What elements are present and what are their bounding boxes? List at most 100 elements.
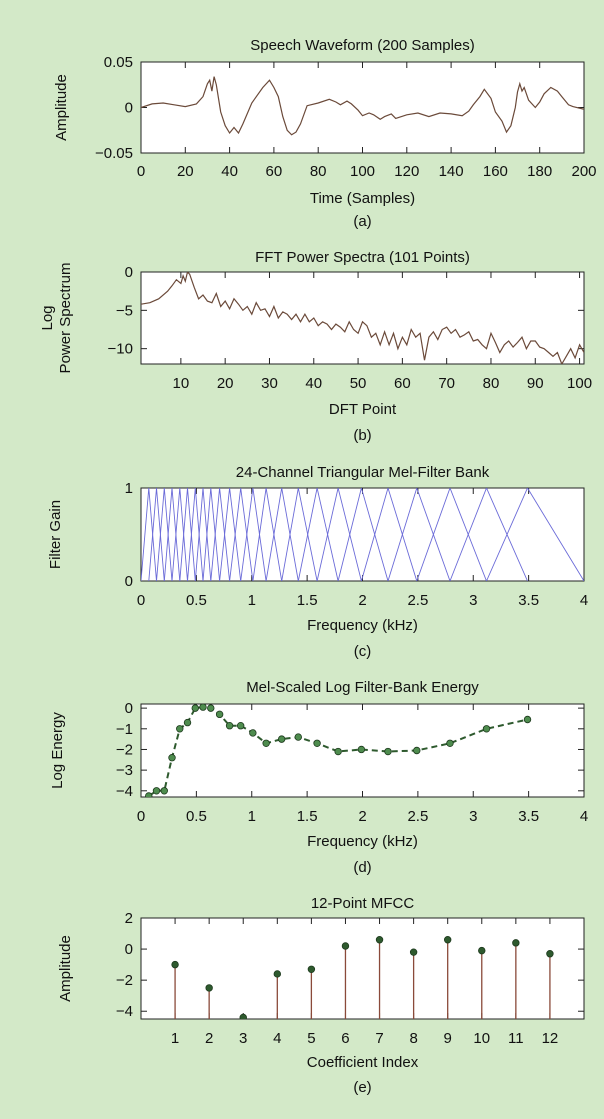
y-axis-label: Log Energy [49, 712, 66, 789]
mel-filter-triangle [229, 488, 254, 581]
energy-marker [249, 729, 257, 737]
x-tick-label: 2 [358, 592, 366, 609]
mel-filter-triangle [486, 488, 584, 581]
mel-filter-triangle [202, 488, 221, 581]
mel-filter-triangle [171, 488, 188, 581]
x-tick-label: 40 [221, 163, 238, 180]
mel-filter-triangle [156, 488, 173, 581]
plot-content [171, 936, 554, 1019]
energy-marker [168, 754, 176, 762]
energy-marker [199, 704, 207, 711]
mel-filter-triangle [163, 488, 181, 581]
x-tick-label: 1.5 [297, 592, 318, 609]
x-tick-label: 3 [239, 1030, 247, 1047]
mel-filter-triangle [297, 488, 339, 581]
chart-title: Mel-Scaled Log Filter-Bank Energy [246, 679, 479, 696]
panel-caption: (e) [353, 1079, 371, 1096]
spectrum-line [141, 272, 584, 364]
y-tick-label: 1 [125, 480, 133, 497]
y-axis-label: Amplitude [57, 935, 74, 1002]
energy-marker [334, 747, 342, 756]
x-tick-label: 3.5 [518, 808, 539, 825]
x-tick-label: 160 [483, 163, 508, 180]
energy-marker [176, 725, 184, 733]
y-tick-label: −2 [116, 972, 133, 989]
mel-filter-triangle [449, 488, 528, 581]
x-axis-label: Time (Samples) [310, 190, 415, 207]
mel-filter-triangle [194, 488, 212, 581]
energy-marker [446, 739, 454, 747]
x-tick-label: 50 [350, 375, 367, 392]
x-tick-label: 9 [444, 1030, 452, 1047]
energy-marker [145, 792, 153, 797]
mel-filter-triangle [148, 488, 165, 581]
x-tick-label: 70 [438, 375, 455, 392]
energy-marker [207, 704, 215, 712]
y-axis-label: Amplitude [53, 74, 70, 141]
energy-marker [357, 745, 366, 754]
energy-marker [313, 739, 321, 747]
energy-marker [225, 722, 234, 730]
x-tick-label: 140 [439, 163, 464, 180]
x-tick-label: 2.5 [407, 808, 428, 825]
plot-area [140, 917, 585, 1020]
energy-marker [294, 733, 302, 741]
x-tick-label: 0.5 [186, 808, 207, 825]
x-tick-label: 2 [358, 808, 366, 825]
y-tick-label: −1 [116, 721, 133, 738]
x-tick-label: 5 [307, 1030, 315, 1047]
y-tick-label: 0 [125, 264, 133, 281]
chart-title: 24-Channel Triangular Mel-Filter Bank [236, 464, 490, 481]
mel-filter-triangle [416, 488, 487, 581]
x-tick-label: 2 [205, 1030, 213, 1047]
energy-marker [152, 787, 161, 795]
energy-marker [160, 787, 168, 795]
x-tick-label: 4 [580, 592, 588, 609]
stem-marker [239, 1013, 247, 1019]
plot-content [141, 272, 584, 364]
stem-marker [273, 970, 282, 978]
y-tick-label: 0 [125, 573, 133, 590]
x-tick-label: 180 [527, 163, 552, 180]
x-tick-label: 1 [248, 808, 256, 825]
plot-content [141, 76, 584, 136]
mel-filter-triangle [179, 488, 196, 581]
mel-filter-triangle [337, 488, 389, 581]
energy-marker [384, 747, 392, 756]
energy-marker [215, 710, 224, 719]
x-tick-label: 6 [341, 1030, 349, 1047]
x-axis-label: Frequency (kHz) [307, 833, 418, 850]
waveform-line [141, 76, 584, 136]
x-tick-label: 0 [137, 808, 145, 825]
x-tick-label: 3 [469, 808, 477, 825]
stem-marker [409, 948, 418, 956]
stem-marker [478, 946, 486, 955]
panel-caption: (b) [353, 427, 371, 444]
mel-filter-triangle [281, 488, 318, 581]
y-tick-label: −10 [108, 341, 133, 358]
energy-marker [191, 704, 199, 712]
x-tick-label: 1 [171, 1030, 179, 1047]
mel-filter-triangle [187, 488, 204, 581]
x-tick-label: 40 [305, 375, 322, 392]
x-tick-label: 90 [527, 375, 544, 392]
y-axis-label: Filter Gain [47, 500, 64, 569]
plot-area [140, 61, 585, 154]
energy-marker [482, 725, 491, 733]
x-tick-label: 8 [409, 1030, 417, 1047]
energy-marker [277, 735, 286, 743]
mel-filter-triangle [360, 488, 418, 581]
y-tick-label: −4 [116, 1003, 133, 1020]
x-tick-label: 200 [571, 163, 596, 180]
x-tick-label: 3 [469, 592, 477, 609]
x-tick-label: 80 [483, 375, 500, 392]
stem-marker [375, 936, 384, 944]
y-tick-label: 0 [125, 100, 133, 117]
mel-filter-triangle [219, 488, 242, 581]
plot-area [140, 271, 585, 365]
y-tick-label: −4 [116, 783, 133, 800]
plot-content [141, 488, 584, 581]
stem-marker [171, 960, 179, 969]
panel-b: FFT Power Spectra (101 Points) 10 20 30 40 50… [39, 249, 592, 444]
mel-filter-triangle [252, 488, 283, 581]
